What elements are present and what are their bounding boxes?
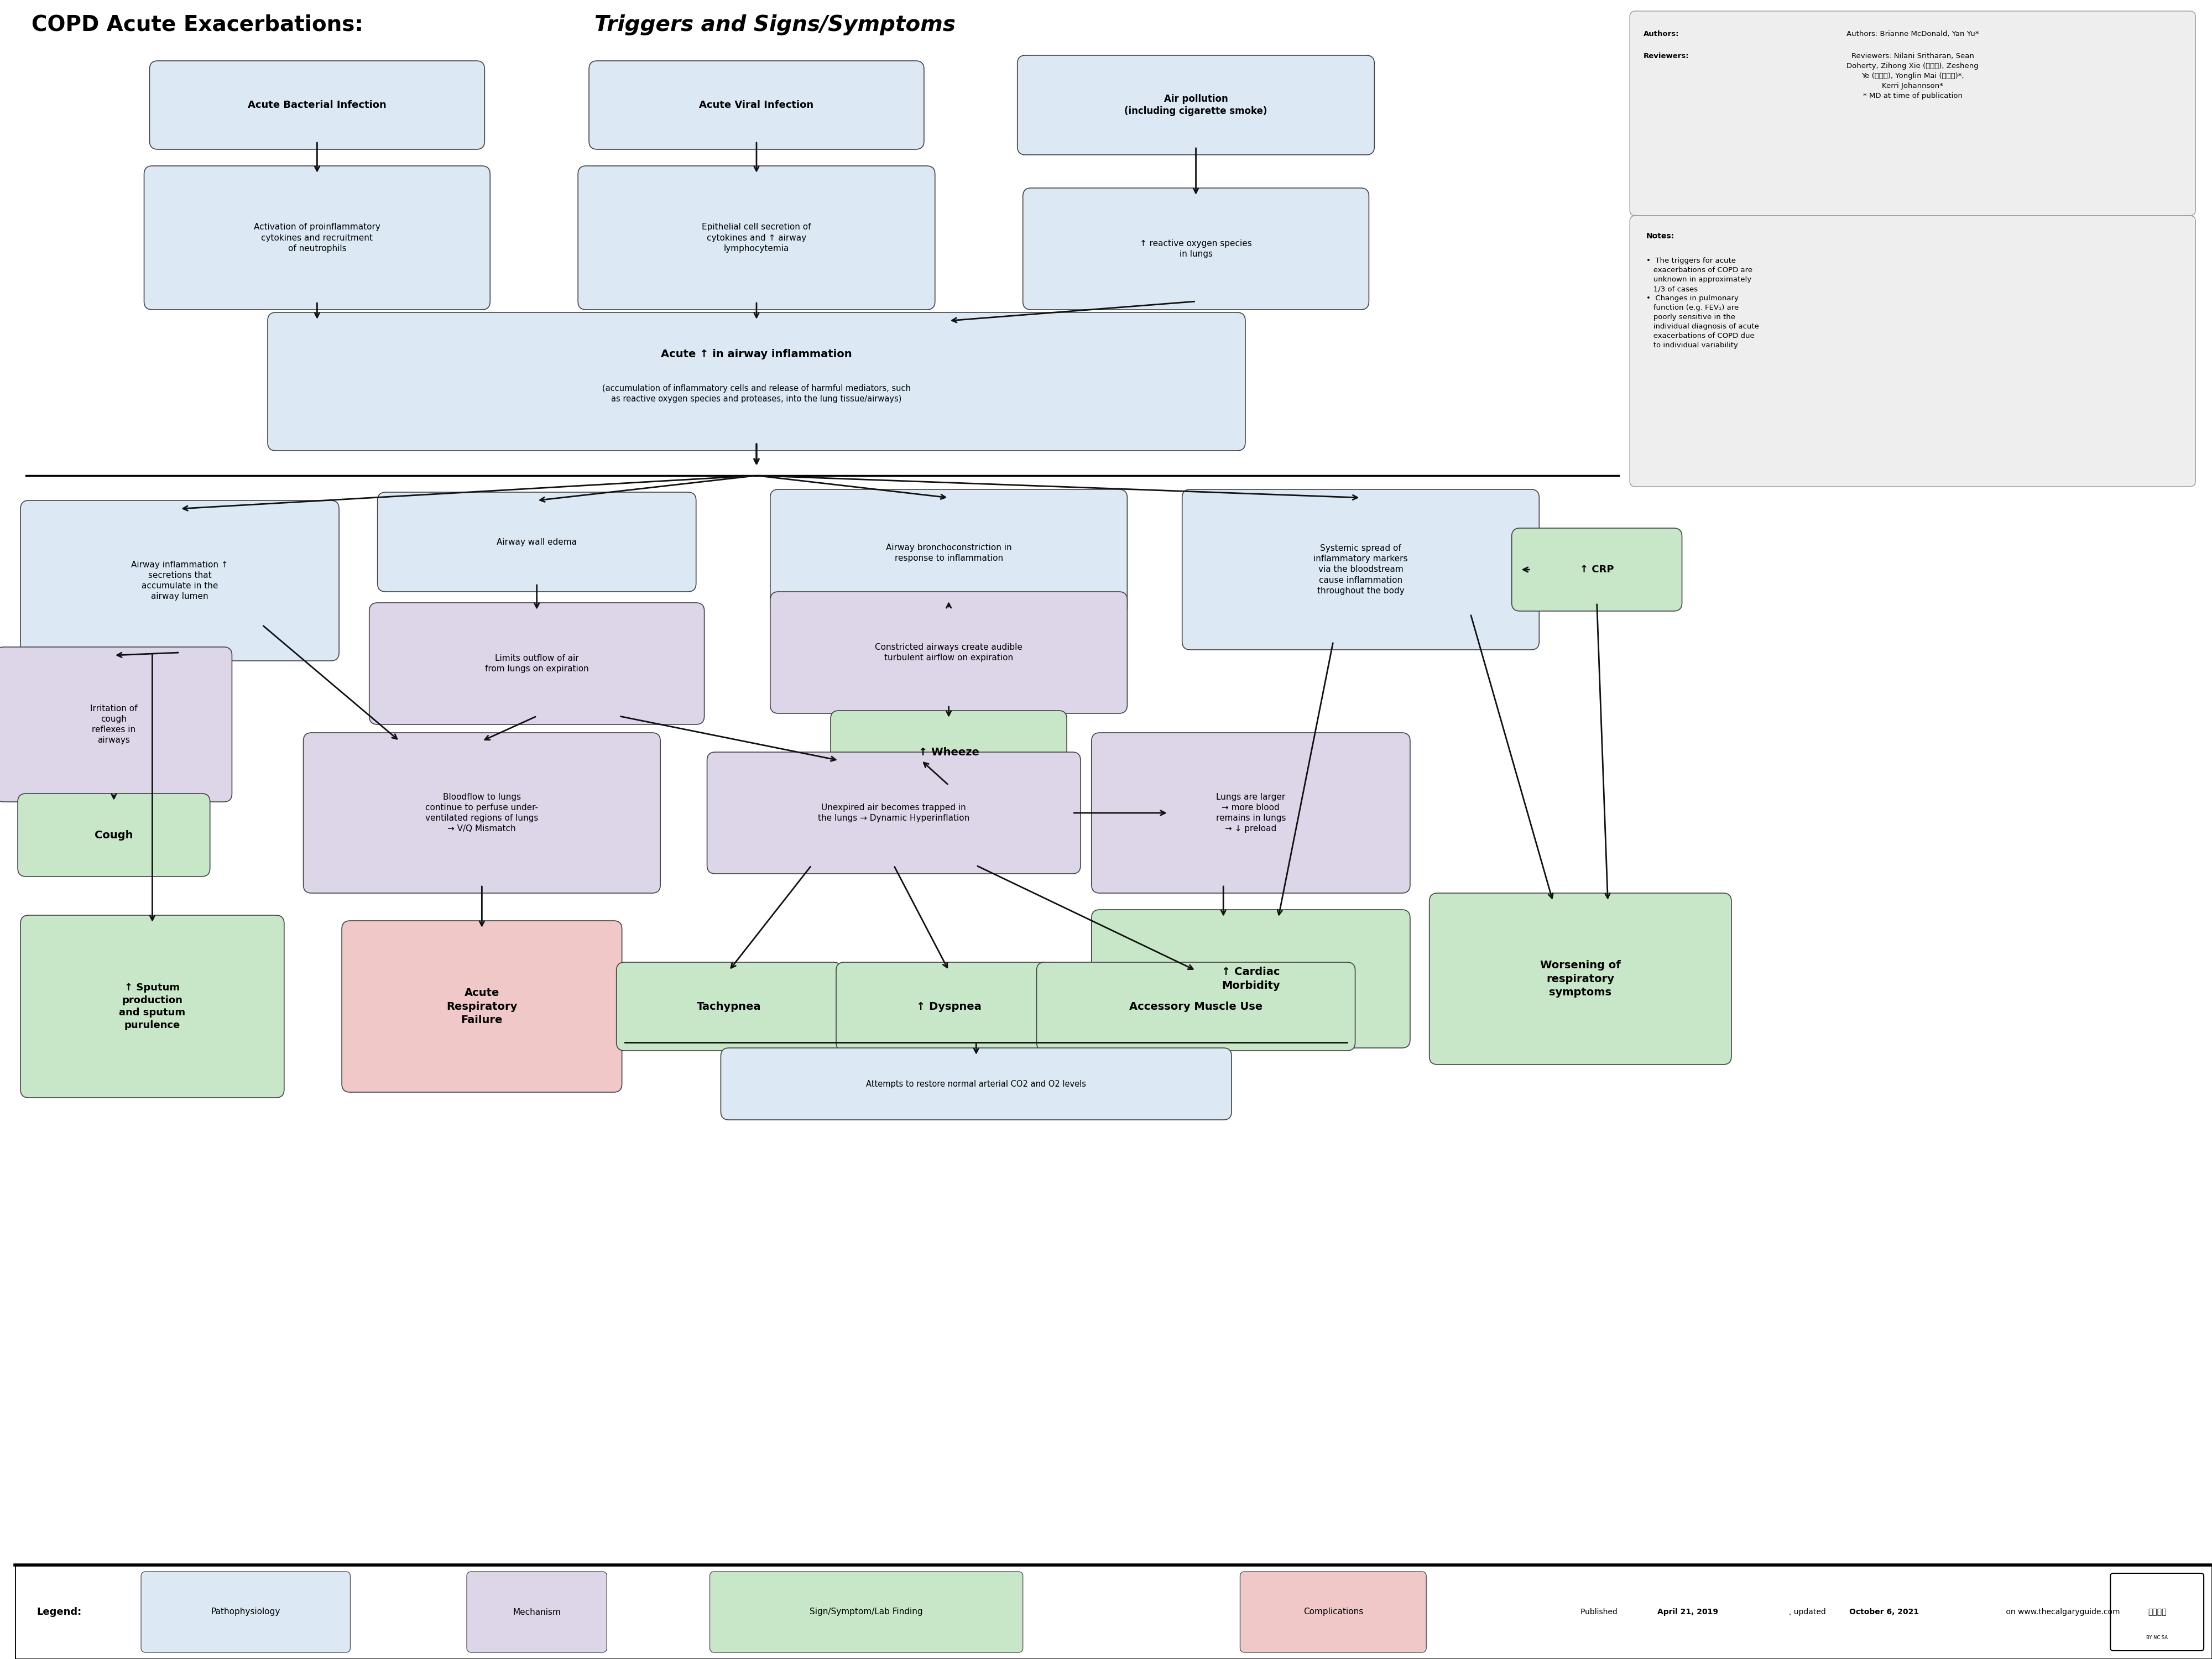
Text: ↑ reactive oxygen species
in lungs: ↑ reactive oxygen species in lungs [1139, 239, 1252, 259]
FancyBboxPatch shape [20, 501, 338, 660]
Text: Systemic spread of
inflammatory markers
via the bloodstream
cause inflammation
t: Systemic spread of inflammatory markers … [1314, 544, 1407, 596]
Text: Airway inflammation ↑
secretions that
accumulate in the
airway lumen: Airway inflammation ↑ secretions that ac… [131, 561, 228, 601]
Text: (accumulation of inflammatory cells and release of harmful mediators, such
as re: (accumulation of inflammatory cells and … [602, 385, 911, 403]
Text: Accessory Muscle Use: Accessory Muscle Use [1128, 1002, 1263, 1012]
FancyBboxPatch shape [142, 1571, 349, 1652]
Text: Pathophysiology: Pathophysiology [210, 1608, 281, 1616]
FancyBboxPatch shape [1630, 216, 2197, 486]
Text: Unexpired air becomes trapped in
the lungs → Dynamic Hyperinflation: Unexpired air becomes trapped in the lun… [818, 803, 969, 823]
Text: April 21, 2019: April 21, 2019 [1657, 1608, 1719, 1616]
FancyBboxPatch shape [770, 592, 1128, 713]
Text: Notes:: Notes: [1646, 232, 1674, 241]
FancyBboxPatch shape [708, 752, 1079, 874]
Text: ↑ Dyspnea: ↑ Dyspnea [916, 1002, 982, 1012]
FancyBboxPatch shape [1181, 489, 1540, 650]
Text: Constricted airways create audible
turbulent airflow on expiration: Constricted airways create audible turbu… [876, 644, 1022, 662]
Text: Authors: Brianne McDonald, Yan Yu*: Authors: Brianne McDonald, Yan Yu* [1847, 30, 1980, 38]
Text: ↑ CRP: ↑ CRP [1579, 564, 1615, 574]
Text: Acute ↑ in airway inflammation: Acute ↑ in airway inflammation [661, 348, 852, 360]
FancyBboxPatch shape [836, 962, 1062, 1050]
FancyBboxPatch shape [832, 710, 1066, 793]
Text: Published: Published [1579, 1608, 1619, 1616]
Text: Reviewers: Nilani Sritharan, Sean
Doherty, Zihong Xie (谢梗当), Zesheng
Ye (叶泽生), Y: Reviewers: Nilani Sritharan, Sean Dohert… [1847, 53, 1980, 100]
Text: Cough: Cough [95, 830, 133, 839]
Text: Lungs are larger
→ more blood
remains in lungs
→ ↓ preload: Lungs are larger → more blood remains in… [1217, 793, 1285, 833]
FancyBboxPatch shape [770, 489, 1128, 617]
Text: Airway wall edema: Airway wall edema [498, 538, 577, 546]
Text: ↑ Wheeze: ↑ Wheeze [918, 747, 980, 758]
FancyBboxPatch shape [721, 1048, 1232, 1120]
FancyBboxPatch shape [150, 61, 484, 149]
FancyBboxPatch shape [1037, 962, 1356, 1050]
Text: Legend:: Legend: [38, 1608, 82, 1618]
Text: Complications: Complications [1303, 1608, 1363, 1616]
Text: Bloodflow to lungs
continue to perfuse under-
ventilated regions of lungs
→ V/Q : Bloodflow to lungs continue to perfuse u… [425, 793, 538, 833]
Text: •  The triggers for acute
   exacerbations of COPD are
   unknown in approximate: • The triggers for acute exacerbations o… [1646, 257, 1759, 348]
Text: Acute Viral Infection: Acute Viral Infection [699, 100, 814, 109]
Text: ⒸⒾⓃⓆ: ⒸⒾⓃⓆ [2148, 1608, 2166, 1616]
Text: Tachypnea: Tachypnea [697, 1002, 761, 1012]
Text: ↑ Sputum
production
and sputum
purulence: ↑ Sputum production and sputum purulence [119, 982, 186, 1030]
FancyBboxPatch shape [1091, 909, 1409, 1048]
Text: Air pollution
(including cigarette smoke): Air pollution (including cigarette smoke… [1124, 95, 1267, 116]
FancyBboxPatch shape [577, 166, 936, 310]
FancyBboxPatch shape [1091, 733, 1409, 893]
FancyBboxPatch shape [378, 493, 697, 592]
Text: Activation of proinflammatory
cytokines and recruitment
of neutrophils: Activation of proinflammatory cytokines … [254, 222, 380, 252]
Text: Triggers and Signs/Symptoms: Triggers and Signs/Symptoms [595, 15, 956, 35]
Text: Epithelial cell secretion of
cytokines and ↑ airway
lymphocytemia: Epithelial cell secretion of cytokines a… [701, 222, 812, 252]
Text: Authors:: Authors: [1644, 30, 1679, 38]
Text: on www.thecalgaryguide.com: on www.thecalgaryguide.com [2004, 1608, 2119, 1616]
FancyBboxPatch shape [303, 733, 661, 893]
FancyBboxPatch shape [1018, 55, 1374, 154]
Text: Airway bronchoconstriction in
response to inflammation: Airway bronchoconstriction in response t… [885, 544, 1011, 562]
FancyBboxPatch shape [588, 61, 925, 149]
FancyBboxPatch shape [1022, 187, 1369, 310]
Text: Mechanism: Mechanism [513, 1608, 562, 1616]
Text: October 6, 2021: October 6, 2021 [1849, 1608, 1920, 1616]
FancyBboxPatch shape [15, 1564, 2212, 1659]
FancyBboxPatch shape [710, 1571, 1022, 1652]
FancyBboxPatch shape [1241, 1571, 1427, 1652]
FancyBboxPatch shape [1630, 12, 2197, 216]
FancyBboxPatch shape [20, 916, 283, 1098]
Text: Sign/Symptom/Lab Finding: Sign/Symptom/Lab Finding [810, 1608, 922, 1616]
Text: Irritation of
cough
reflexes in
airways: Irritation of cough reflexes in airways [91, 705, 137, 745]
Text: Limits outflow of air
from lungs on expiration: Limits outflow of air from lungs on expi… [484, 654, 588, 674]
Text: ↑ Cardiac
Morbidity: ↑ Cardiac Morbidity [1221, 967, 1281, 990]
FancyBboxPatch shape [1429, 893, 1732, 1065]
FancyBboxPatch shape [2110, 1573, 2203, 1651]
Text: , updated: , updated [1790, 1608, 1829, 1616]
Text: Acute
Respiratory
Failure: Acute Respiratory Failure [447, 987, 518, 1025]
FancyBboxPatch shape [343, 921, 622, 1092]
FancyBboxPatch shape [268, 312, 1245, 451]
FancyBboxPatch shape [467, 1571, 606, 1652]
Text: Acute Bacterial Infection: Acute Bacterial Infection [248, 100, 387, 109]
Text: Reviewers:: Reviewers: [1644, 53, 1690, 60]
Text: BY NC SA: BY NC SA [2146, 1636, 2168, 1641]
FancyBboxPatch shape [369, 602, 703, 725]
Text: Worsening of
respiratory
symptoms: Worsening of respiratory symptoms [1540, 961, 1621, 997]
FancyBboxPatch shape [617, 962, 841, 1050]
Text: Attempts to restore normal arterial CO2 and O2 levels: Attempts to restore normal arterial CO2 … [867, 1080, 1086, 1088]
Text: COPD Acute Exacerbations:: COPD Acute Exacerbations: [31, 15, 372, 35]
FancyBboxPatch shape [18, 793, 210, 876]
FancyBboxPatch shape [1511, 528, 1681, 611]
FancyBboxPatch shape [0, 647, 232, 801]
FancyBboxPatch shape [144, 166, 491, 310]
